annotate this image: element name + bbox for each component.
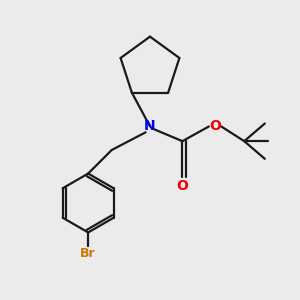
Text: Br: Br (80, 247, 96, 260)
Text: O: O (176, 179, 188, 193)
Text: O: O (209, 119, 221, 134)
Text: N: N (144, 119, 156, 134)
